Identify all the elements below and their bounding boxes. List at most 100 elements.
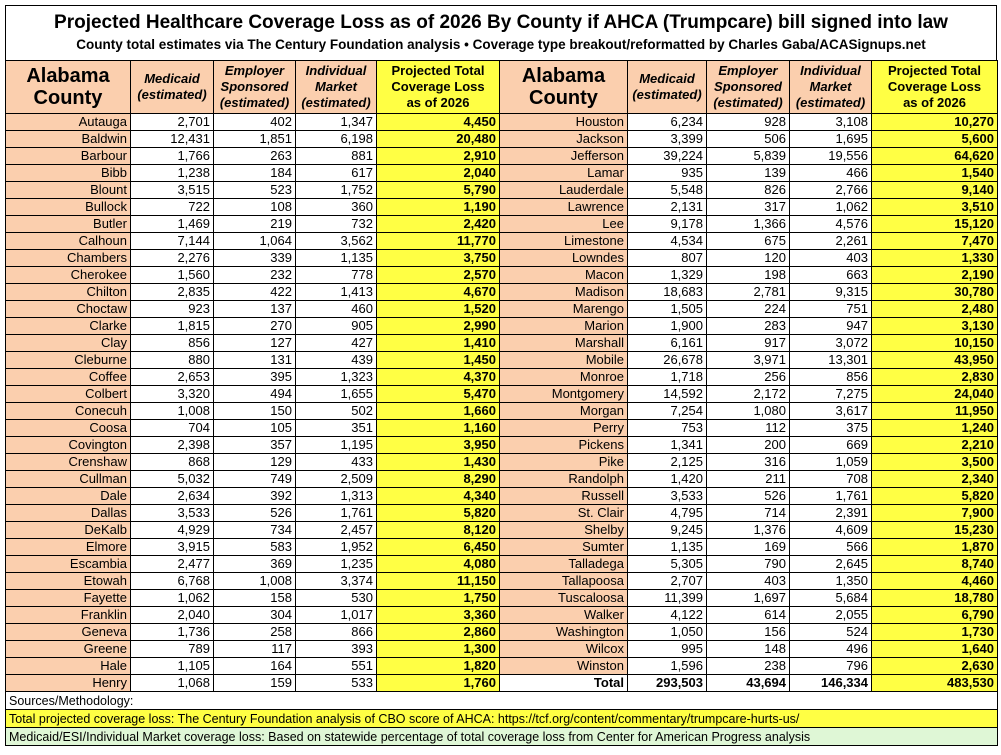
table-cell: 156 [706, 623, 790, 641]
table-cell: 439 [295, 351, 377, 369]
table-cell: 39,224 [627, 147, 707, 165]
table-cell: 3,072 [789, 334, 872, 352]
header: Projected Healthcare Coverage Loss as of… [5, 5, 997, 60]
table-cell: Geneva [5, 623, 131, 641]
table-cell: 4,929 [130, 521, 214, 539]
table-cell: 1,730 [871, 623, 998, 641]
table-cell: 2,261 [789, 232, 872, 250]
table-cell: 15,120 [871, 215, 998, 233]
table-cell: 2,391 [789, 504, 872, 522]
table-cell: 2,125 [627, 453, 707, 471]
table-cell: Walker [499, 606, 628, 624]
table-cell: 704 [130, 419, 214, 437]
table-cell: 1,736 [130, 623, 214, 641]
table-cell: 20,480 [376, 130, 500, 148]
table-cell: 868 [130, 453, 214, 471]
table-row: Covington 2,398 357 1,195 3,950 Pickens 1,341 2… [5, 436, 998, 454]
table-cell: Monroe [499, 368, 628, 386]
table-cell: 669 [789, 436, 872, 454]
table-cell: Tallapoosa [499, 572, 628, 590]
table-cell: 3,360 [376, 606, 500, 624]
table-cell: Lamar [499, 164, 628, 182]
table-cell: 238 [706, 657, 790, 675]
table-cell: 1,430 [376, 453, 500, 471]
table-cell: 211 [706, 470, 790, 488]
table-cell: 1,420 [627, 470, 707, 488]
table-cell: 256 [706, 368, 790, 386]
table-cell: 108 [213, 198, 296, 216]
table-cell: 1,560 [130, 266, 214, 284]
table-cell: 5,839 [706, 147, 790, 165]
table-cell: 4,450 [376, 113, 500, 131]
table-cell: 2,630 [871, 657, 998, 675]
table-cell: 2,653 [130, 368, 214, 386]
table-cell: 494 [213, 385, 296, 403]
table-cell: 393 [295, 640, 377, 658]
table-cell: 1,238 [130, 164, 214, 182]
table-cell: 1,135 [627, 538, 707, 556]
table-cell: 4,795 [627, 504, 707, 522]
table-cell: 422 [213, 283, 296, 301]
table-cell: 5,790 [376, 181, 500, 199]
table-cell: 1,105 [130, 657, 214, 675]
table-cell: 551 [295, 657, 377, 675]
table-row: Conecuh 1,008 150 502 1,660 Morgan 7,254 1,080 3… [5, 402, 998, 420]
table-cell: 6,790 [871, 606, 998, 624]
table-cell: 2,040 [376, 164, 500, 182]
table-cell: Conecuh [5, 402, 131, 420]
table-cell: 1,596 [627, 657, 707, 675]
table-cell: 24,040 [871, 385, 998, 403]
table-cell: 1,655 [295, 385, 377, 403]
table-cell: Perry [499, 419, 628, 437]
table-cell: 3,533 [130, 504, 214, 522]
table-cell: 105 [213, 419, 296, 437]
table-cell: Russell [499, 487, 628, 505]
table-cell: Hale [5, 657, 131, 675]
table-cell: Total [499, 674, 628, 692]
table-cell: 617 [295, 164, 377, 182]
table-cell: 3,130 [871, 317, 998, 335]
table-cell: 13,301 [789, 351, 872, 369]
table-cell: 526 [213, 504, 296, 522]
table-cell: 18,683 [627, 283, 707, 301]
table-cell: 5,820 [871, 487, 998, 505]
table-cell: 2,131 [627, 198, 707, 216]
table-cell: 3,971 [706, 351, 790, 369]
table-row: Franklin 2,040 304 1,017 3,360 Walker 4,122 614… [5, 606, 998, 624]
table-row: Butler 1,469 219 732 2,420 Lee 9,178 1,366 4,576… [5, 215, 998, 233]
table-cell: 880 [130, 351, 214, 369]
table-cell: 5,548 [627, 181, 707, 199]
table-cell: 1,697 [706, 589, 790, 607]
table-cell: Wilcox [499, 640, 628, 658]
table-cell: 928 [706, 113, 790, 131]
table-cell: 807 [627, 249, 707, 267]
table-cell: 6,768 [130, 572, 214, 590]
table-cell: 2,634 [130, 487, 214, 505]
table-row: Calhoun 7,144 1,064 3,562 11,770 Limestone 4,5… [5, 232, 998, 250]
table-cell: 530 [295, 589, 377, 607]
table-cell: 7,470 [871, 232, 998, 250]
table-row: Elmore 3,915 583 1,952 6,450 Sumter 1,135 169 56… [5, 538, 998, 556]
table-cell: Macon [499, 266, 628, 284]
subtitle: County total estimates via The Century F… [76, 37, 926, 52]
table-cell: Mobile [499, 351, 628, 369]
table-cell: 263 [213, 147, 296, 165]
table-cell: 159 [213, 674, 296, 692]
table-cell: Sumter [499, 538, 628, 556]
table-cell: 2,835 [130, 283, 214, 301]
table-cell: 369 [213, 555, 296, 573]
table-cell: Montgomery [499, 385, 628, 403]
table-cell: Chambers [5, 249, 131, 267]
table-cell: 2,055 [789, 606, 872, 624]
table-row: Chambers 2,276 339 1,135 3,750 Lowndes 807 120 4… [5, 249, 998, 267]
table-cell: 1,062 [130, 589, 214, 607]
table-row: Dale 2,634 392 1,313 4,340 Russell 3,533 526 1,7… [5, 487, 998, 505]
table-row: Clay 856 127 427 1,410 Marshall 6,161 917 3,072 1… [5, 334, 998, 352]
table-cell: Houston [499, 113, 628, 131]
table-cell: 293,503 [627, 674, 707, 692]
table-row: Etowah 6,768 1,008 3,374 11,150 Tallapoosa 2,7… [5, 572, 998, 590]
table-cell: 1,761 [295, 504, 377, 522]
table-row: Greene 789 117 393 1,300 Wilcox 995 148 496 1,640 [5, 640, 998, 658]
table-cell: 1,820 [376, 657, 500, 675]
table-cell: 198 [706, 266, 790, 284]
